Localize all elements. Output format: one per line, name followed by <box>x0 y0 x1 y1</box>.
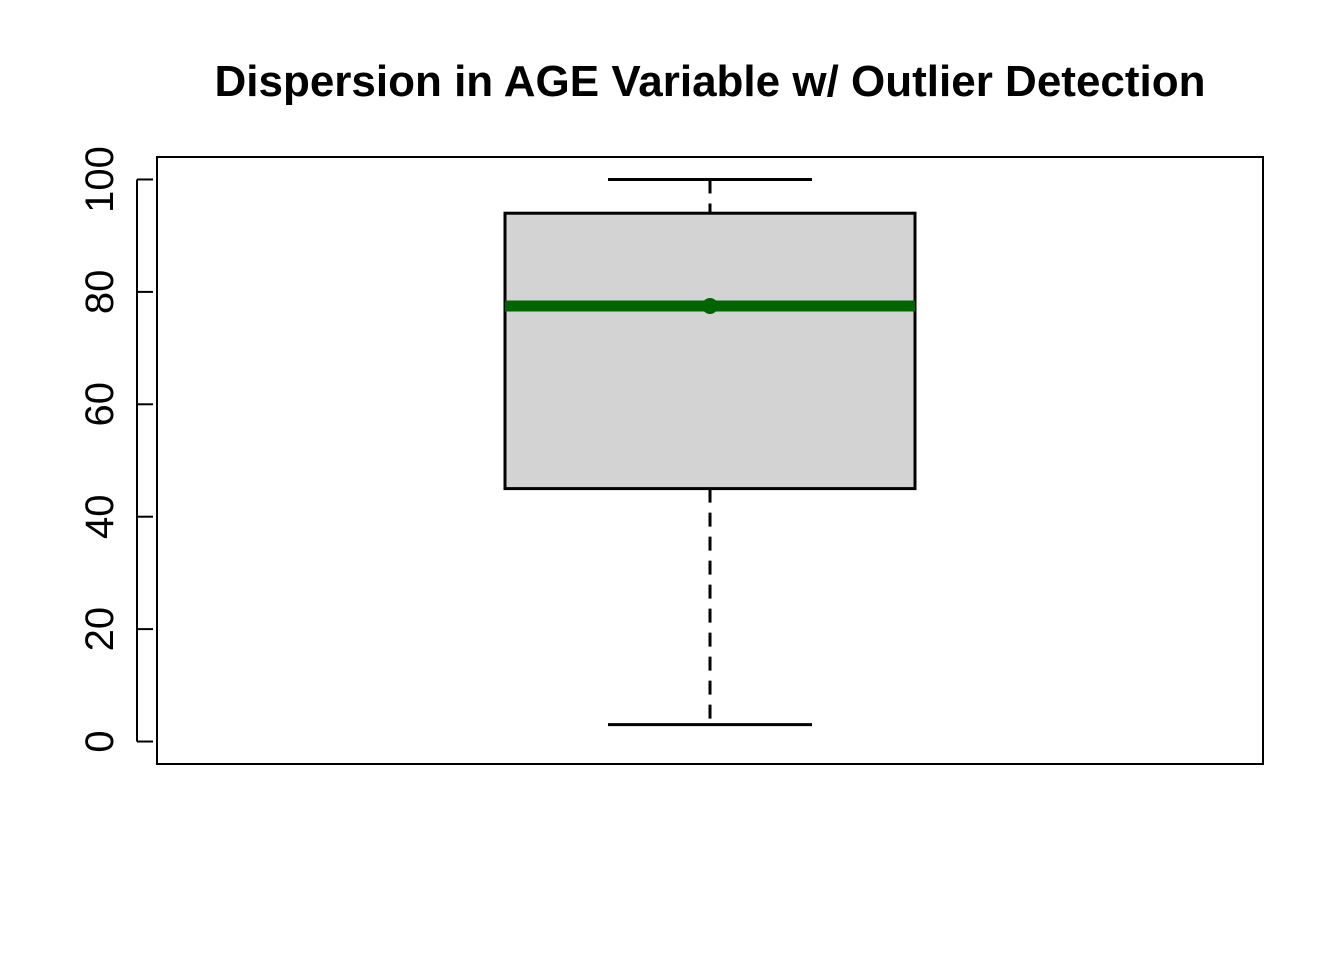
y-tick-label: 0 <box>78 730 122 752</box>
y-tick-label: 40 <box>78 494 122 539</box>
y-tick-label: 80 <box>78 270 122 315</box>
chart-title: Dispersion in AGE Variable w/ Outlier De… <box>214 57 1205 106</box>
boxplot-group <box>503 177 917 727</box>
y-tick-label: 60 <box>78 382 122 427</box>
y-tick-label: 20 <box>78 607 122 652</box>
y-tick-label: 100 <box>78 146 122 213</box>
mean-point <box>702 297 718 314</box>
y-axis: 0 20 40 60 80 100 <box>78 146 153 753</box>
plot-frame <box>156 156 1264 765</box>
iqr-box <box>503 211 917 491</box>
